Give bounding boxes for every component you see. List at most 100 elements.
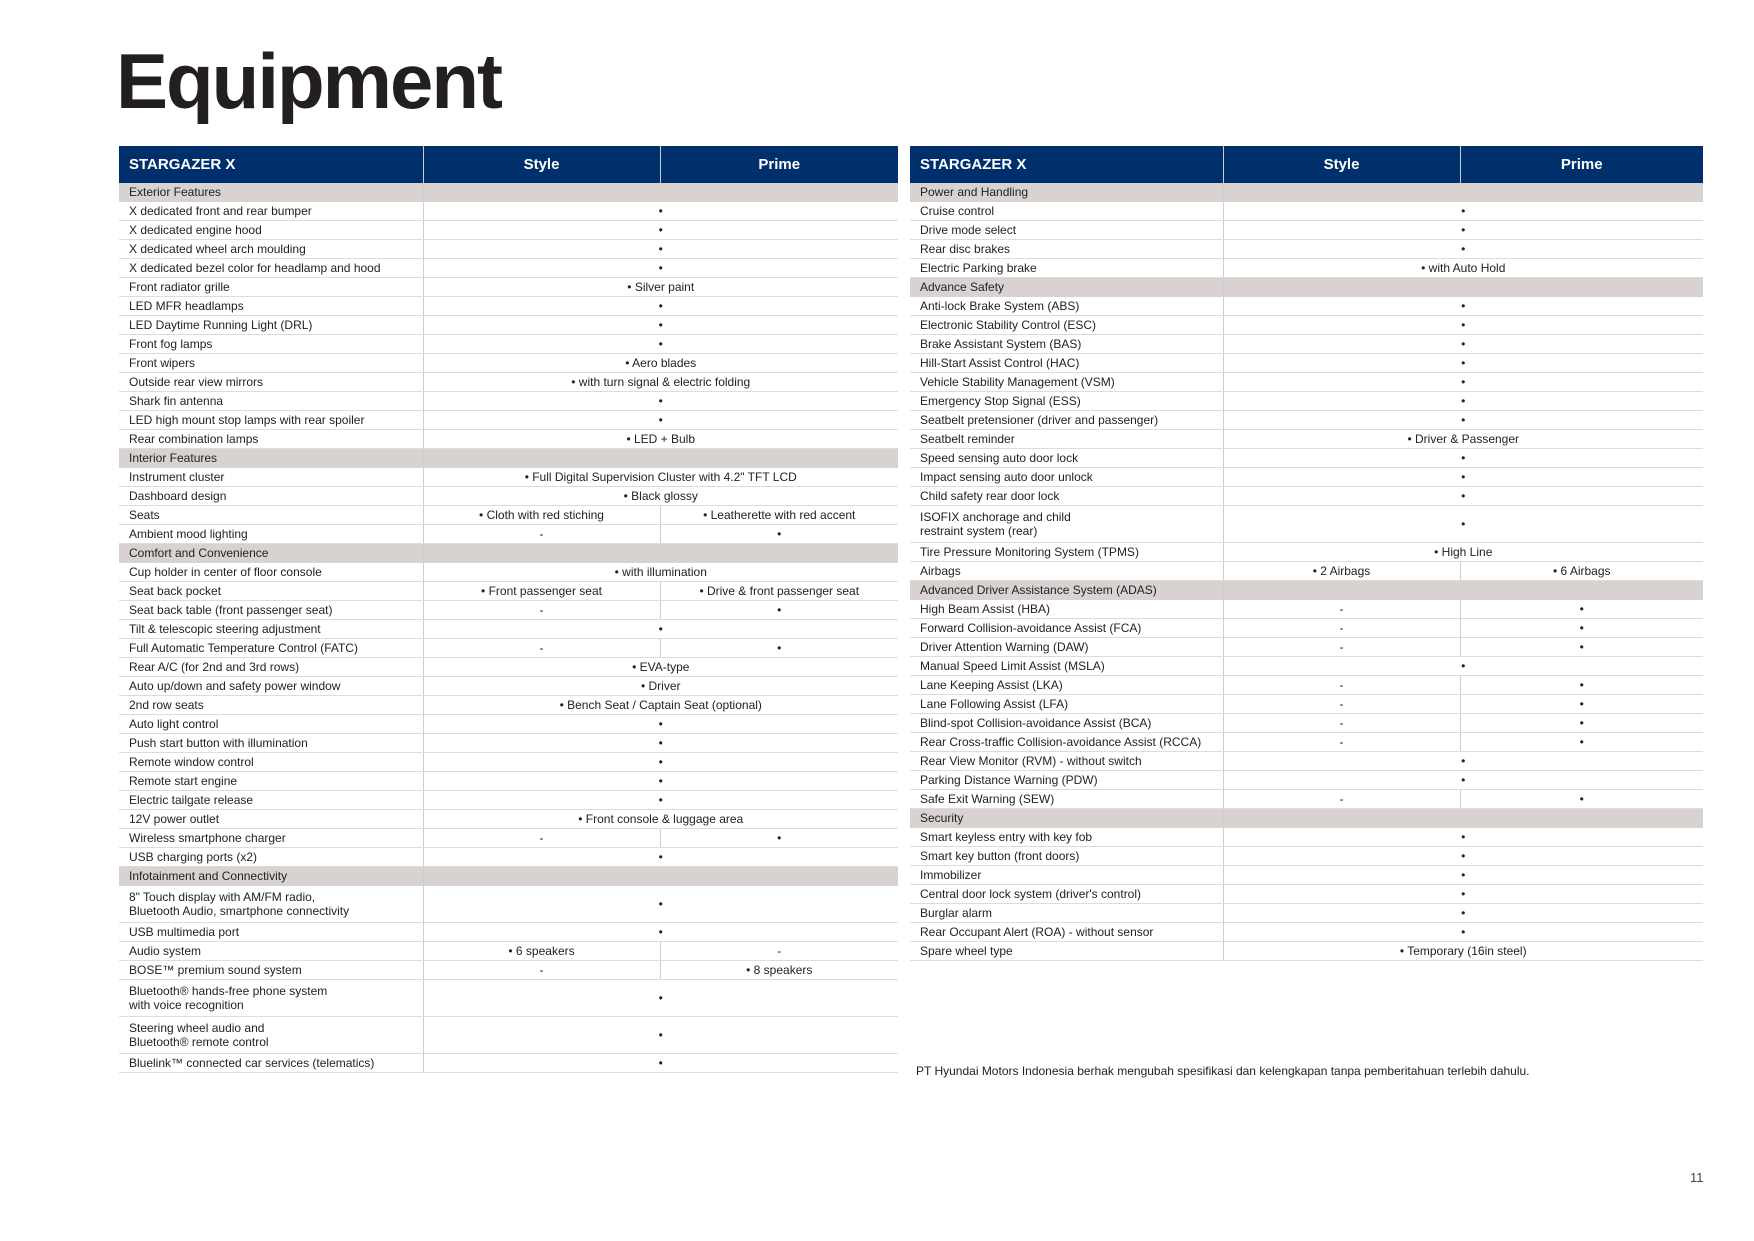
feature-label: Seats [129, 508, 160, 522]
feature-name: Forward Collision-avoidance Assist (FCA) [910, 618, 1224, 638]
section-row: Advance Safety [910, 277, 1703, 297]
feature-name: Instrument cluster [119, 467, 424, 487]
feature-label: Speed sensing auto door lock [920, 451, 1079, 465]
table-row: Rear Cross-traffic Collision-avoidance A… [910, 732, 1703, 752]
value-all-trims: • [423, 1016, 898, 1054]
equipment-table-right: STARGAZER X Style Prime Power and Handli… [910, 146, 1703, 961]
feature-name: Steering wheel audio and Bluetooth® remot… [119, 1016, 424, 1054]
value-all-trims: • [423, 201, 898, 221]
value-all-trims: • Silver paint [423, 277, 898, 297]
feature-name: Bluelink™ connected car services (telema… [119, 1053, 424, 1073]
feature-label: Ambient mood lighting [129, 527, 248, 541]
value-style: - [423, 960, 660, 980]
value-prime: • [1459, 618, 1703, 638]
value-all-trims: • [1223, 448, 1703, 468]
value-all-trims: • [423, 258, 898, 278]
value-style: • 6 speakers [423, 941, 660, 961]
header-model: STARGAZER X [119, 146, 423, 183]
table-row: Brake Assistant System (BAS) • [910, 334, 1703, 354]
feature-label: Child safety rear door lock [920, 489, 1060, 503]
feature-name: Front fog lamps [119, 334, 424, 354]
value-all-trims: • [1223, 296, 1703, 316]
value-all-trims: • Driver [423, 676, 898, 696]
feature-label: Anti-lock Brake System (ABS) [920, 299, 1080, 313]
table-row: 2nd row seats • Bench Seat / Captain Seat… [119, 695, 898, 715]
feature-name: BOSE™ premium sound system [119, 960, 424, 980]
value-all-trims: • Driver & Passenger [1223, 429, 1703, 449]
value-all-trims: • [423, 771, 898, 791]
feature-label: Rear Occupant Alert (ROA) - without sens… [920, 925, 1154, 939]
value-style: - [1223, 694, 1460, 714]
feature-name: Driver Attention Warning (DAW) [910, 637, 1224, 657]
feature-name: USB multimedia port [119, 922, 424, 942]
feature-name: Full Automatic Temperature Control (FATC… [119, 638, 424, 658]
feature-label: Seat back pocket [129, 584, 222, 598]
feature-name: Lane Keeping Assist (LKA) [910, 675, 1224, 695]
table-row: Forward Collision-avoidance Assist (FCA)… [910, 618, 1703, 638]
value-style: - [1223, 637, 1460, 657]
feature-name: Impact sensing auto door unlock [910, 467, 1224, 487]
page-title: Equipment [116, 37, 503, 125]
feature-label: Front radiator grille [129, 280, 230, 294]
feature-name: High Beam Assist (HBA) [910, 599, 1224, 619]
feature-label: LED MFR headlamps [129, 299, 244, 313]
feature-label-line2: Bluetooth® remote control [129, 1035, 269, 1049]
table-row: Parking Distance Warning (PDW) • [910, 770, 1703, 790]
feature-label: X dedicated wheel arch moulding [129, 242, 306, 256]
value-prime: • [1459, 732, 1703, 752]
feature-name: LED MFR headlamps [119, 296, 424, 316]
feature-label: Airbags [920, 564, 961, 578]
feature-name: Parking Distance Warning (PDW) [910, 770, 1224, 790]
section-label: Infotainment and Connectivity [119, 866, 424, 886]
page-number: 11 [1690, 1170, 1704, 1185]
feature-label: Dashboard design [129, 489, 227, 503]
feature-name: Burglar alarm [910, 903, 1224, 923]
feature-label: LED Daytime Running Light (DRL) [129, 318, 313, 332]
feature-label: Electric Parking brake [920, 261, 1037, 275]
table-row: Full Automatic Temperature Control (FATC… [119, 638, 898, 658]
feature-label: Tire Pressure Monitoring System (TPMS) [920, 545, 1139, 559]
table-row: X dedicated wheel arch moulding • [119, 239, 898, 259]
feature-label: Lane Following Assist (LFA) [920, 697, 1069, 711]
table-row: Child safety rear door lock • [910, 486, 1703, 506]
value-prime: • [659, 828, 898, 848]
feature-name: Spare wheel type [910, 941, 1224, 961]
value-prime: • 6 Airbags [1459, 561, 1703, 581]
feature-label-line2: Bluetooth Audio, smartphone connectivity [129, 904, 350, 918]
feature-name: Seatbelt pretensioner (driver and passen… [910, 410, 1224, 430]
value-prime: • [659, 524, 898, 544]
table-row: LED high mount stop lamps with rear spoi… [119, 410, 898, 430]
value-all-trims: • [423, 733, 898, 753]
table-row: Electric tailgate release • [119, 790, 898, 810]
feature-name: Auto light control [119, 714, 424, 734]
value-style: - [423, 828, 660, 848]
feature-label: Front wipers [129, 356, 196, 370]
table-row: Audio system • 6 speakers - [119, 941, 898, 961]
feature-name: Vehicle Stability Management (VSM) [910, 372, 1224, 392]
table-row: Immobilizer • [910, 865, 1703, 885]
value-all-trims: • [423, 847, 898, 867]
feature-label: Outside rear view mirrors [129, 375, 264, 389]
value-all-trims: • [1223, 751, 1703, 771]
feature-label: Safe Exit Warning (SEW) [920, 792, 1055, 806]
feature-name: Tilt & telescopic steering adjustment [119, 619, 424, 639]
table-row: Safe Exit Warning (SEW) - • [910, 789, 1703, 809]
feature-name: Electric Parking brake [910, 258, 1224, 278]
value-all-trims: • [1223, 903, 1703, 923]
feature-name: X dedicated wheel arch moulding [119, 239, 424, 259]
feature-label: Rear disc brakes [920, 242, 1011, 256]
section-row: Exterior Features [119, 183, 898, 202]
value-prime: • [659, 600, 898, 620]
value-all-trims: • [423, 315, 898, 335]
table-row: Central door lock system (driver's contr… [910, 884, 1703, 904]
feature-name: Rear combination lamps [119, 429, 424, 449]
value-all-trims: • [1223, 922, 1703, 942]
feature-label: Seatbelt pretensioner (driver and passen… [920, 413, 1159, 427]
feature-name: Wireless smartphone charger [119, 828, 424, 848]
value-all-trims: • EVA-type [423, 657, 898, 677]
feature-label: Auto light control [129, 717, 219, 731]
feature-label: Impact sensing auto door unlock [920, 470, 1093, 484]
table-row: Anti-lock Brake System (ABS) • [910, 296, 1703, 316]
feature-name: Front radiator grille [119, 277, 424, 297]
feature-name: LED high mount stop lamps with rear spoi… [119, 410, 424, 430]
